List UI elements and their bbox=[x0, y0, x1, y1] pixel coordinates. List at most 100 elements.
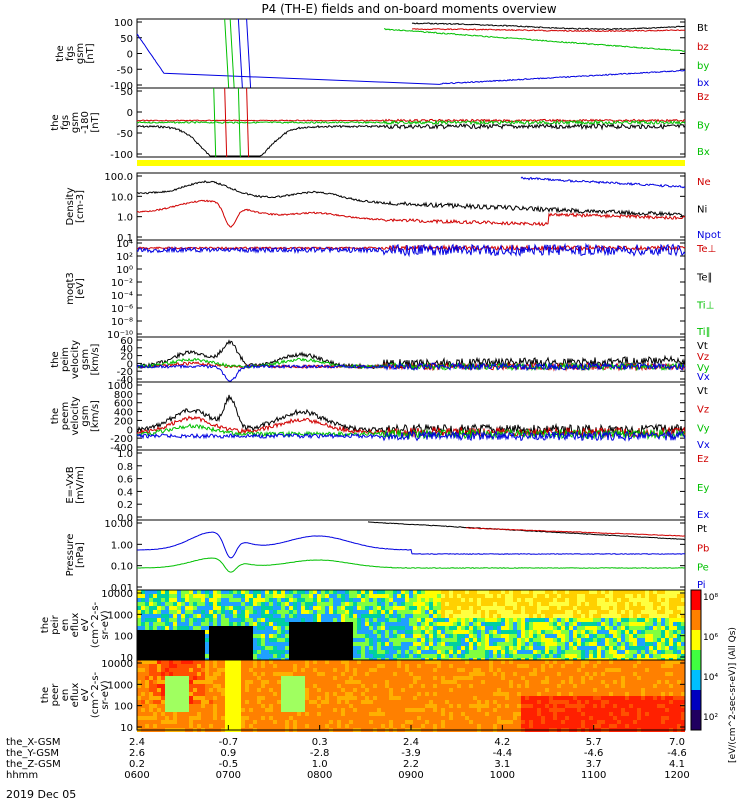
heatmap-cell bbox=[309, 684, 313, 688]
y-axis-label: [km/s] bbox=[90, 400, 101, 432]
heatmap-cell bbox=[553, 724, 557, 728]
heatmap-cell bbox=[309, 590, 313, 594]
heatmap-cell bbox=[441, 626, 445, 630]
heatmap-cell bbox=[525, 660, 529, 664]
heatmap-cell bbox=[465, 598, 469, 602]
heatmap-cell bbox=[489, 618, 493, 622]
heatmap-cell bbox=[665, 590, 669, 594]
heatmap-cell bbox=[249, 696, 253, 700]
heatmap-cell bbox=[333, 708, 337, 712]
heatmap-cell bbox=[529, 668, 533, 672]
heatmap-cell bbox=[381, 712, 385, 716]
heatmap-cell bbox=[569, 590, 573, 594]
heatmap-cell bbox=[441, 654, 445, 658]
x-axis-row-label: hhmm bbox=[6, 770, 38, 781]
heatmap-cell bbox=[337, 618, 341, 622]
heatmap-cell bbox=[485, 590, 489, 594]
heatmap-cell bbox=[429, 700, 433, 704]
heatmap-cell bbox=[149, 672, 153, 676]
heatmap-cell bbox=[613, 704, 617, 708]
heatmap-cell bbox=[553, 606, 557, 610]
heatmap-cell bbox=[333, 602, 337, 606]
heatmap-cell bbox=[661, 708, 665, 712]
heatmap-cell bbox=[657, 642, 661, 646]
heatmap-cell bbox=[621, 610, 625, 614]
heatmap-cell bbox=[217, 704, 221, 708]
heatmap-cell bbox=[641, 708, 645, 712]
heatmap-cell bbox=[541, 700, 545, 704]
heatmap-cell bbox=[429, 650, 433, 654]
heatmap-cell bbox=[577, 618, 581, 622]
heatmap-cell bbox=[365, 708, 369, 712]
heatmap-cell bbox=[633, 720, 637, 724]
heatmap-cell bbox=[569, 634, 573, 638]
heatmap-cell bbox=[481, 618, 485, 622]
heatmap-cell bbox=[633, 650, 637, 654]
heatmap-cell bbox=[389, 654, 393, 658]
heatmap-cell bbox=[657, 720, 661, 724]
y-axis-label: velocity bbox=[70, 396, 81, 435]
heatmap-cell bbox=[257, 622, 261, 626]
heatmap-cell bbox=[677, 594, 681, 598]
heatmap-cell bbox=[529, 700, 533, 704]
heatmap-cell bbox=[273, 676, 277, 680]
heatmap-cell bbox=[525, 618, 529, 622]
heatmap-cell bbox=[377, 708, 381, 712]
heatmap-cell bbox=[261, 724, 265, 728]
heatmap-cell bbox=[593, 668, 597, 672]
heatmap-cell bbox=[577, 692, 581, 696]
heatmap-cell bbox=[537, 650, 541, 654]
heatmap-cell bbox=[193, 688, 197, 692]
heatmap-cell bbox=[341, 704, 345, 708]
heatmap-cell bbox=[413, 700, 417, 704]
y-tick-label: 0.10 bbox=[111, 562, 133, 573]
heatmap-cell bbox=[589, 672, 593, 676]
heatmap-cell bbox=[137, 720, 141, 724]
heatmap-cell bbox=[597, 724, 601, 728]
series-pt bbox=[367, 521, 686, 541]
series-bt bbox=[411, 22, 686, 31]
heatmap-cell bbox=[313, 724, 317, 728]
heatmap-cell bbox=[265, 696, 269, 700]
heatmap-cell bbox=[637, 642, 641, 646]
heatmap-cell bbox=[473, 598, 477, 602]
legend-entry: bx bbox=[697, 78, 709, 89]
heatmap-cell bbox=[225, 716, 229, 720]
heatmap-cell bbox=[237, 618, 241, 622]
heatmap-cell bbox=[657, 724, 661, 728]
heatmap-cell bbox=[605, 724, 609, 728]
heatmap-cell bbox=[305, 590, 309, 594]
legend-entry: Ey bbox=[697, 483, 709, 494]
heatmap-cell bbox=[529, 598, 533, 602]
heatmap-cell bbox=[241, 668, 245, 672]
heatmap-cell bbox=[217, 602, 221, 606]
heatmap-cell bbox=[625, 660, 629, 664]
heatmap-cell bbox=[385, 668, 389, 672]
heatmap-cell bbox=[201, 602, 205, 606]
heatmap-cell bbox=[177, 672, 181, 676]
heatmap-cell bbox=[449, 688, 453, 692]
heatmap-cell bbox=[533, 696, 537, 700]
heatmap-cell bbox=[421, 598, 425, 602]
heatmap-cell bbox=[585, 626, 589, 630]
heatmap-cell bbox=[625, 716, 629, 720]
heatmap-cell bbox=[277, 614, 281, 618]
heatmap-cell bbox=[449, 638, 453, 642]
heatmap-cell bbox=[605, 618, 609, 622]
heatmap-cell bbox=[261, 606, 265, 610]
heatmap-cell bbox=[449, 606, 453, 610]
heatmap-cell bbox=[665, 646, 669, 650]
heatmap-cell bbox=[417, 614, 421, 618]
heatmap-cell bbox=[409, 692, 413, 696]
heatmap-cell bbox=[493, 594, 497, 598]
heatmap-cell bbox=[665, 696, 669, 700]
heatmap-cell bbox=[529, 590, 533, 594]
heatmap-cell bbox=[325, 720, 329, 724]
heatmap-cell bbox=[141, 590, 145, 594]
heatmap-cell bbox=[313, 676, 317, 680]
heatmap-cell bbox=[365, 646, 369, 650]
heatmap-cell bbox=[161, 680, 165, 684]
heatmap-cell bbox=[141, 622, 145, 626]
heatmap-cell bbox=[541, 668, 545, 672]
heatmap-cell bbox=[561, 650, 565, 654]
